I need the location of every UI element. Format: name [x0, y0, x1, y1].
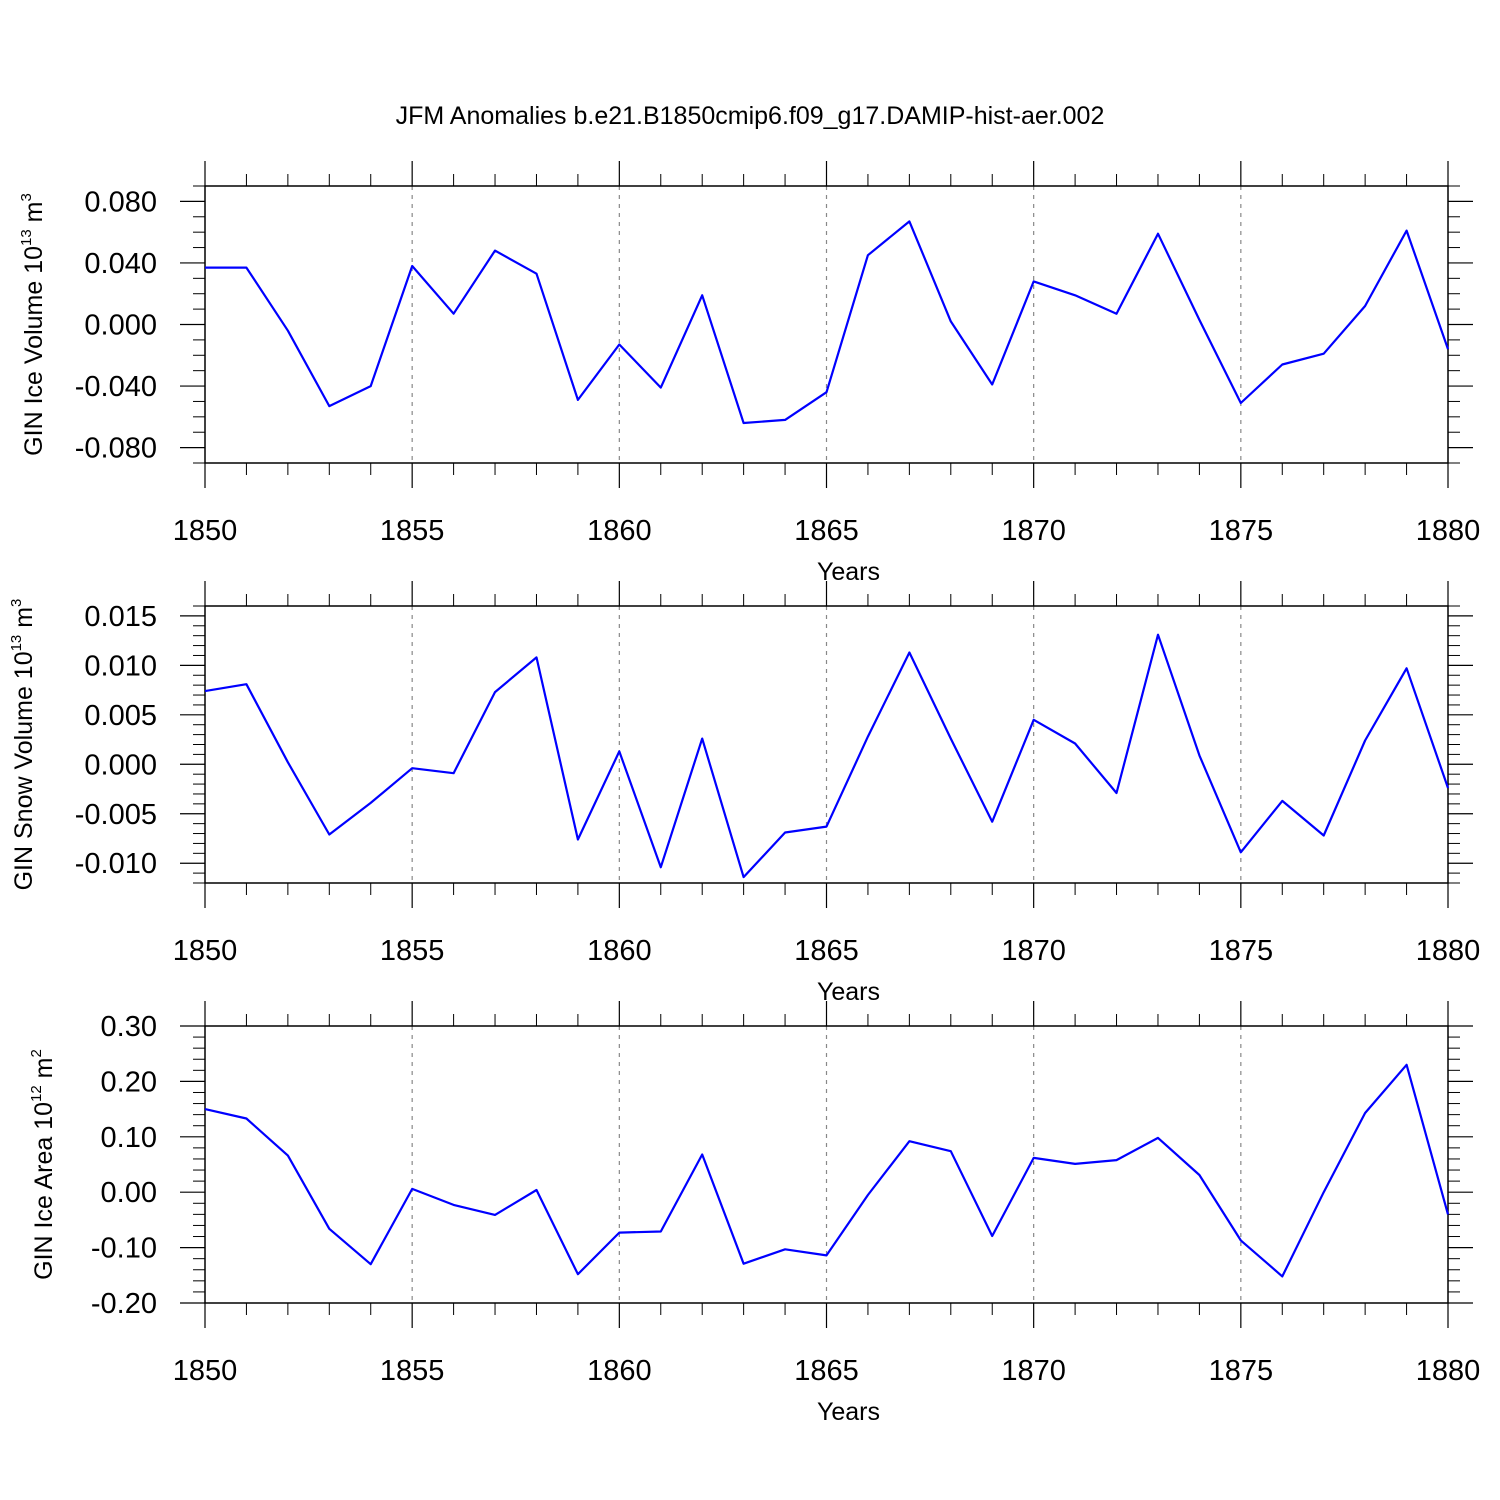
- chart-title: JFM Anomalies b.e21.B1850cmip6.f09_g17.D…: [396, 102, 1105, 130]
- x-tick-labels: 1850 1855 1860 1865 1870 1875 1880: [173, 515, 1481, 547]
- x-tick-label: 1870: [1001, 1355, 1066, 1387]
- x-tick-label: 1860: [587, 935, 652, 967]
- x-tick-label: 1860: [587, 515, 652, 547]
- y-tick-label: 0.00: [101, 1177, 157, 1209]
- panel-ice-volume: 1850 1855 1860 1865 1870 1875 1880 -0.080 -0.04…: [18, 161, 1480, 586]
- x-tick-label: 1870: [1001, 515, 1066, 547]
- x-axis-label: Years: [817, 978, 880, 1006]
- minor-ticks: [193, 1014, 1460, 1315]
- y-axis-label: GIN Ice Volume 1013 m3: [18, 193, 48, 456]
- minor-ticks: [193, 174, 1460, 475]
- x-tick-label: 1850: [173, 935, 238, 967]
- y-tick-labels: -0.010 -0.005 0.000 0.005 0.010 0.015: [75, 601, 157, 880]
- x-tick-label: 1855: [380, 515, 445, 547]
- x-tick-label: 1870: [1001, 935, 1066, 967]
- y-tick-label: 0.30: [101, 1011, 157, 1043]
- x-tick-label: 1850: [173, 515, 238, 547]
- panel-ice-area: 1850 1855 1860 1865 1870 1875 1880 -0.20 -0.10 0…: [28, 1001, 1480, 1426]
- y-tick-label: 0.10: [101, 1122, 157, 1154]
- series-line: [204, 1063, 1450, 1278]
- x-tick-labels: 1850 1855 1860 1865 1870 1875 1880: [173, 1355, 1481, 1387]
- x-tick-label: 1865: [794, 1355, 859, 1387]
- y-tick-label: 0.010: [84, 650, 157, 682]
- y-tick-label: -0.005: [75, 799, 157, 831]
- y-tick-label: 0.20: [101, 1066, 157, 1098]
- y-tick-label: 0.000: [84, 310, 157, 342]
- x-tick-label: 1865: [794, 515, 859, 547]
- x-tick-label: 1875: [1209, 1355, 1274, 1387]
- x-tick-label: 1875: [1209, 935, 1274, 967]
- x-tick-label: 1850: [173, 1355, 238, 1387]
- x-tick-label: 1855: [380, 935, 445, 967]
- y-tick-label: 0.040: [84, 248, 157, 280]
- series-line: [204, 633, 1450, 879]
- x-tick-label: 1880: [1416, 935, 1481, 967]
- y-tick-labels: -0.080 -0.040 0.000 0.040 0.080: [75, 186, 157, 464]
- x-tick-label: 1855: [380, 1355, 445, 1387]
- x-tick-labels: 1850 1855 1860 1865 1870 1875 1880: [173, 935, 1481, 967]
- grid-lines: [411, 1026, 1242, 1303]
- grid-lines: [411, 606, 1242, 883]
- y-tick-label: 0.000: [84, 749, 157, 781]
- major-ticks: [180, 581, 1473, 908]
- y-tick-label: 0.015: [84, 601, 157, 633]
- y-tick-label: 0.005: [84, 700, 157, 732]
- y-tick-labels: -0.20 -0.10 0.00 0.10 0.20 0.30: [91, 1011, 157, 1320]
- series-line: [205, 220, 1450, 425]
- y-axis-label: GIN Ice Area 1012 m2: [28, 1049, 58, 1280]
- y-tick-label: 0.080: [84, 186, 157, 218]
- x-axis-label: Years: [817, 558, 880, 586]
- y-tick-label: -0.080: [75, 433, 157, 465]
- y-tick-label: -0.040: [75, 371, 157, 403]
- y-tick-label: -0.20: [91, 1288, 157, 1320]
- y-axis-label: GIN Snow Volume 1013 m3: [8, 599, 38, 891]
- major-ticks: [180, 161, 1473, 488]
- plot-frame: [204, 605, 1449, 884]
- x-tick-label: 1860: [587, 1355, 652, 1387]
- major-ticks: [180, 1001, 1473, 1328]
- x-tick-label: 1880: [1416, 1355, 1481, 1387]
- panel-snow-volume: 1850 1855 1860 1865 1870 1875 1880 -0.010 -0.00…: [8, 581, 1480, 1006]
- grid-lines: [411, 186, 1242, 463]
- x-tick-label: 1880: [1416, 515, 1481, 547]
- plot-frame: [204, 1025, 1449, 1304]
- x-axis-label: Years: [817, 1398, 880, 1426]
- plot-frame: [204, 185, 1449, 464]
- y-tick-label: -0.010: [75, 848, 157, 880]
- y-tick-label: -0.10: [91, 1233, 157, 1265]
- x-tick-label: 1875: [1209, 515, 1274, 547]
- x-tick-label: 1865: [794, 935, 859, 967]
- minor-ticks: [193, 594, 1460, 895]
